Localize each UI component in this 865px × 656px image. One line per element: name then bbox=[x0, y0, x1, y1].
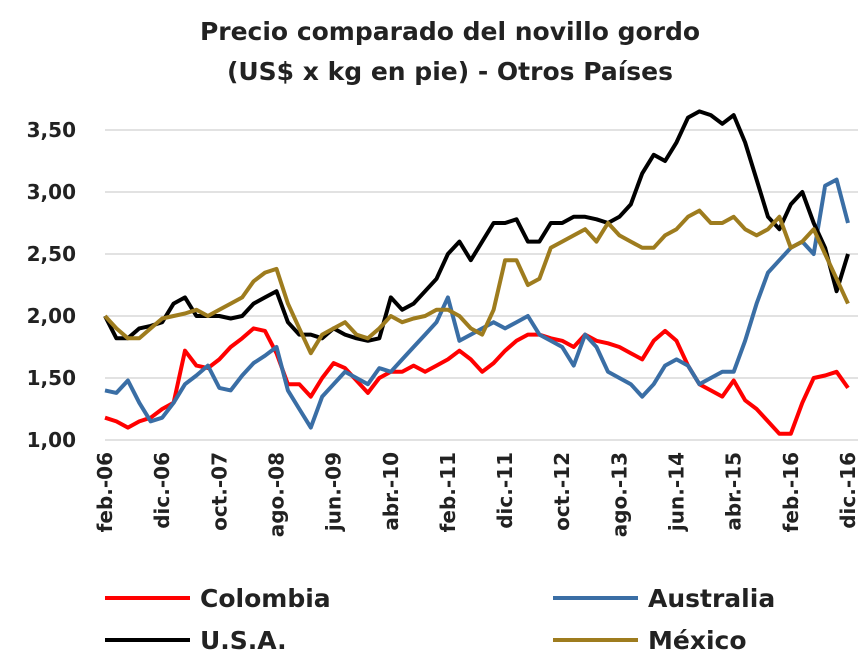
x-tick-label: dic.-11 bbox=[493, 452, 517, 529]
x-tick-label: feb.-16 bbox=[779, 452, 803, 532]
chart-title: Precio comparado del novillo gordo bbox=[200, 17, 700, 46]
x-tick-label: ago.-13 bbox=[607, 452, 631, 537]
legend-label: U.S.A. bbox=[200, 626, 287, 655]
legend-label: México bbox=[648, 626, 747, 655]
y-tick-label: 3,00 bbox=[27, 180, 76, 204]
x-tick-label: ago.-08 bbox=[264, 452, 288, 537]
x-tick-label: dic.-06 bbox=[150, 452, 174, 529]
series-line bbox=[104, 326, 850, 436]
x-tick-label: oct.-12 bbox=[550, 452, 574, 531]
y-tick-label: 1,00 bbox=[27, 428, 76, 452]
x-tick-label: dic.-16 bbox=[836, 452, 860, 529]
x-tick-label: oct.-07 bbox=[207, 452, 231, 531]
y-tick-label: 3,50 bbox=[27, 118, 76, 142]
legend-label: Australia bbox=[648, 584, 775, 613]
y-tick-label: 1,50 bbox=[27, 366, 76, 390]
y-tick-label: 2,00 bbox=[27, 304, 76, 328]
series-line bbox=[103, 109, 850, 343]
x-tick-label: jun.-14 bbox=[665, 452, 689, 532]
x-tick-label: abr.-15 bbox=[722, 452, 746, 531]
legend-label: Colombia bbox=[200, 584, 331, 613]
x-tick-label: abr.-10 bbox=[379, 452, 403, 531]
series-line bbox=[104, 177, 850, 430]
chart-subtitle: (US$ x kg en pie) - Otros Países bbox=[227, 57, 673, 86]
x-tick-label: feb.-11 bbox=[436, 452, 460, 532]
x-tick-label: feb.-06 bbox=[93, 452, 117, 532]
x-tick-label: jun.-09 bbox=[322, 452, 346, 532]
y-tick-label: 2,50 bbox=[27, 242, 76, 266]
series-line bbox=[103, 208, 850, 356]
